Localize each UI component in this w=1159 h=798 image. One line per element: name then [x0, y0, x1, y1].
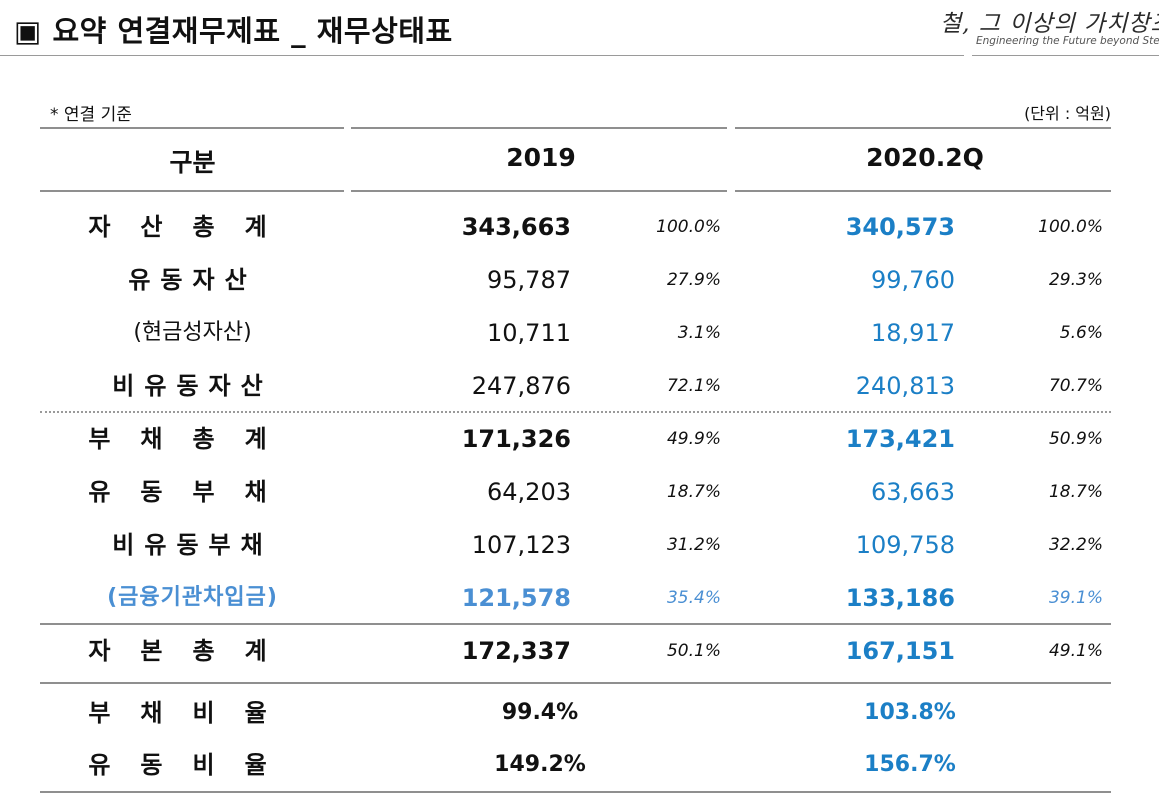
header-bottom-rule — [40, 190, 344, 192]
row-label: 비유동부채 — [112, 531, 273, 559]
value-2020: 63,663 — [871, 478, 955, 506]
header-top-rule — [351, 127, 727, 129]
title-divider-right — [972, 55, 1159, 56]
row-label: (금융기관차입금) — [107, 585, 278, 610]
header-bottom-rule — [351, 190, 727, 192]
share-2019: 31.2% — [666, 535, 721, 555]
value-2019: 10,711 — [487, 319, 571, 347]
value-2019: 95,787 — [487, 266, 571, 294]
value-2019: 121,578 — [461, 584, 571, 612]
ratio-2019: 99.4% — [501, 700, 579, 725]
value-2019: 171,326 — [461, 425, 571, 453]
column-header-category: 구분 — [169, 148, 216, 177]
company-logo: 철, 그 이상의 가치창조 Engineering the Future bey… — [940, 2, 1159, 54]
row-label: (현금성자산) — [133, 320, 252, 345]
unit-note: (단위 : 억원) — [1024, 104, 1111, 123]
ratio-2019: 149.2% — [494, 752, 586, 777]
table-row-total-assets: 자산총계 343,663 100.0% 340,573 100.0% — [0, 201, 1159, 253]
row-label: 비유동자산 — [112, 372, 273, 400]
share-2020: 18.7% — [1048, 482, 1103, 502]
column-header-2020-2q: 2020.2Q — [866, 143, 984, 172]
value-2019: 343,663 — [461, 213, 571, 241]
ratio-2020: 156.7% — [864, 752, 956, 777]
logo-slogan: 철, 그 이상의 가치창조 — [940, 11, 1159, 37]
header-bottom-rule — [735, 190, 1111, 192]
table-row-total-equity: 자본총계 172,337 50.1% 167,151 49.1% — [0, 625, 1159, 677]
share-2019: 3.1% — [677, 323, 721, 343]
column-header-2019: 2019 — [506, 143, 576, 172]
share-2020: 39.1% — [1048, 588, 1103, 608]
value-2020: 167,151 — [845, 637, 955, 665]
share-2020: 50.9% — [1048, 429, 1103, 449]
title-divider — [0, 55, 964, 56]
value-2020: 109,758 — [855, 531, 955, 559]
table-row-cash-equivalents: (현금성자산) 10,711 3.1% 18,917 5.6% — [0, 307, 1159, 359]
share-2019: 100.0% — [656, 217, 721, 237]
value-2020: 133,186 — [845, 584, 955, 612]
share-2019: 49.9% — [666, 429, 721, 449]
share-2020: 29.3% — [1048, 270, 1103, 290]
table-row-debt-ratio: 부채비율 99.4% 103.8% — [0, 687, 1159, 739]
share-2019: 50.1% — [666, 641, 721, 661]
row-label: 유동비율 — [88, 751, 297, 779]
share-2019: 18.7% — [666, 482, 721, 502]
table-row-current-liabilities: 유동부채 64,203 18.7% 63,663 18.7% — [0, 466, 1159, 518]
table-row-total-liabilities: 부채총계 171,326 49.9% 173,421 50.9% — [0, 413, 1159, 465]
value-2019: 247,876 — [471, 372, 571, 400]
share-2019: 27.9% — [666, 270, 721, 290]
header-top-rule — [40, 127, 344, 129]
row-label: 유동자산 — [128, 266, 257, 294]
share-2020: 32.2% — [1048, 535, 1103, 555]
header-top-rule — [735, 127, 1111, 129]
value-2020: 340,573 — [845, 213, 955, 241]
page-title: ▣ 요약 연결재무제표 _ 재무상태표 — [14, 14, 453, 48]
row-label: 유동부채 — [88, 478, 297, 506]
section-divider — [40, 682, 1111, 684]
logo-tagline: Engineering the Future beyond Steel — [976, 35, 1159, 47]
share-2020: 100.0% — [1038, 217, 1103, 237]
row-label: 자산총계 — [88, 213, 297, 241]
row-label: 자본총계 — [88, 637, 297, 665]
section-divider — [40, 411, 1111, 413]
row-label: 부채총계 — [88, 425, 297, 453]
value-2020: 240,813 — [855, 372, 955, 400]
table-row-financial-borrowings: (금융기관차입금) 121,578 35.4% 133,186 39.1% — [0, 572, 1159, 624]
table-row-noncurrent-liabilities: 비유동부채 107,123 31.2% 109,758 32.2% — [0, 519, 1159, 571]
value-2020: 173,421 — [845, 425, 955, 453]
table-row-current-ratio: 유동비율 149.2% 156.7% — [0, 739, 1159, 791]
table-row-noncurrent-assets: 비유동자산 247,876 72.1% 240,813 70.7% — [0, 360, 1159, 412]
share-2019: 72.1% — [666, 376, 721, 396]
value-2020: 99,760 — [871, 266, 955, 294]
share-2020: 70.7% — [1048, 376, 1103, 396]
consolidation-basis-note: * 연결 기준 — [50, 105, 132, 125]
value-2019: 64,203 — [487, 478, 571, 506]
section-divider — [40, 623, 1111, 625]
share-2020: 5.6% — [1059, 323, 1103, 343]
ratio-2020: 103.8% — [864, 700, 956, 725]
value-2020: 18,917 — [871, 319, 955, 347]
share-2020: 49.1% — [1048, 641, 1103, 661]
table-bottom-rule — [40, 791, 1111, 793]
value-2019: 172,337 — [461, 637, 571, 665]
share-2019: 35.4% — [666, 588, 721, 608]
table-row-current-assets: 유동자산 95,787 27.9% 99,760 29.3% — [0, 254, 1159, 306]
row-label: 부채비율 — [88, 699, 297, 727]
value-2019: 107,123 — [471, 531, 571, 559]
